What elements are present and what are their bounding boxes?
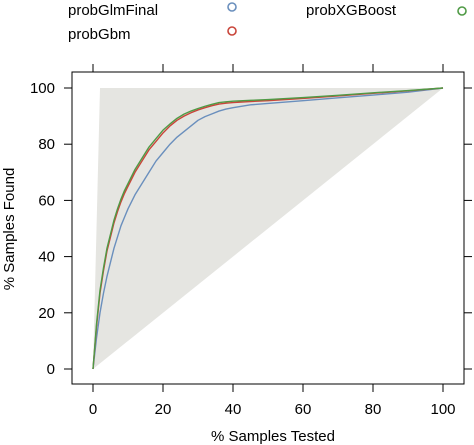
legend-label-probGlmFinal: probGlmFinal	[68, 2, 158, 19]
legend: probGlmFinal probGbm probXGBoost	[68, 2, 467, 43]
legend-marker-probGlmFinal	[227, 2, 237, 12]
y-tick-label: 100	[30, 80, 55, 97]
y-tick-label: 20	[38, 305, 55, 322]
y-tick-label: 60	[38, 192, 55, 209]
y-tick-label: 80	[38, 136, 55, 153]
x-axis-title: % Samples Tested	[211, 428, 335, 445]
x-tick-label: 100	[430, 401, 455, 418]
plot-frame	[71, 71, 465, 385]
y-tick-label: 40	[38, 249, 55, 266]
legend-marker-probXGBoost	[457, 6, 467, 16]
series-line-probGlmFinal	[92, 87, 444, 370]
x-tick-label: 20	[155, 401, 172, 418]
plot-border	[71, 71, 465, 385]
x-axis: 0 20 40 60 80 100	[89, 64, 456, 418]
series-line-probXGBoost	[92, 87, 444, 370]
x-tick-label: 80	[365, 401, 382, 418]
y-axis: 0 20 40 60 80 100	[30, 80, 472, 378]
legend-label-probGbm: probGbm	[68, 26, 131, 43]
x-tick-label: 0	[89, 401, 97, 418]
y-tick-label: 0	[47, 361, 55, 378]
x-tick-label: 60	[295, 401, 312, 418]
reference-region-polygon	[93, 88, 443, 369]
reference-region	[93, 88, 443, 369]
legend-label-probXGBoost: probXGBoost	[306, 2, 397, 19]
x-tick-label: 40	[225, 401, 242, 418]
y-axis-title: % Samples Found	[1, 168, 18, 291]
series-lines	[92, 87, 444, 370]
legend-marker-probGbm	[227, 26, 237, 36]
